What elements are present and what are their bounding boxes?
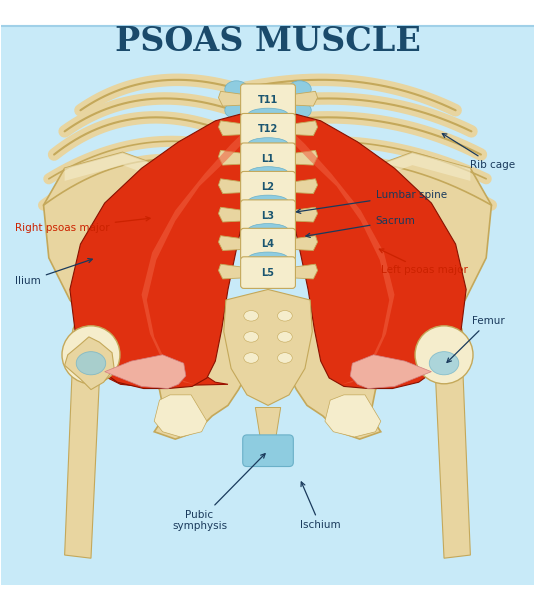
FancyBboxPatch shape <box>241 229 295 260</box>
Ellipse shape <box>225 102 248 119</box>
Text: Sacrum: Sacrum <box>306 216 415 238</box>
Polygon shape <box>350 355 431 389</box>
FancyBboxPatch shape <box>0 26 535 600</box>
Ellipse shape <box>429 352 459 375</box>
Text: Ischium: Ischium <box>300 482 340 530</box>
Ellipse shape <box>408 310 463 364</box>
Ellipse shape <box>278 311 292 321</box>
Ellipse shape <box>278 353 292 363</box>
Text: T12: T12 <box>258 124 278 134</box>
Polygon shape <box>218 121 244 136</box>
Polygon shape <box>288 152 492 439</box>
Ellipse shape <box>244 353 258 363</box>
Ellipse shape <box>225 123 248 140</box>
Ellipse shape <box>288 144 311 161</box>
Polygon shape <box>154 395 207 437</box>
Ellipse shape <box>248 167 288 179</box>
Ellipse shape <box>288 81 311 98</box>
Polygon shape <box>292 151 318 165</box>
Polygon shape <box>142 121 255 385</box>
Polygon shape <box>65 337 114 389</box>
Ellipse shape <box>248 108 288 121</box>
Text: PSOAS MUSCLE: PSOAS MUSCLE <box>115 25 421 58</box>
Text: T11: T11 <box>258 95 278 105</box>
Ellipse shape <box>248 195 288 208</box>
FancyBboxPatch shape <box>243 435 293 467</box>
FancyBboxPatch shape <box>241 172 295 203</box>
Ellipse shape <box>62 326 120 384</box>
FancyBboxPatch shape <box>241 113 295 145</box>
Polygon shape <box>435 374 470 558</box>
Ellipse shape <box>278 332 292 342</box>
Ellipse shape <box>244 332 258 342</box>
Polygon shape <box>105 355 186 389</box>
Polygon shape <box>312 152 470 205</box>
Polygon shape <box>73 116 249 386</box>
Ellipse shape <box>225 81 248 98</box>
Polygon shape <box>292 91 318 106</box>
Polygon shape <box>43 152 247 439</box>
Polygon shape <box>292 236 318 250</box>
Ellipse shape <box>288 102 311 119</box>
Text: L4: L4 <box>262 239 274 249</box>
Text: L1: L1 <box>262 154 274 164</box>
Ellipse shape <box>288 163 311 180</box>
Polygon shape <box>218 179 244 194</box>
FancyBboxPatch shape <box>241 200 295 232</box>
Text: L3: L3 <box>262 211 274 221</box>
Polygon shape <box>224 289 312 406</box>
Polygon shape <box>292 207 318 222</box>
Polygon shape <box>218 236 244 250</box>
Polygon shape <box>292 179 318 194</box>
Ellipse shape <box>415 326 473 384</box>
Ellipse shape <box>248 252 288 265</box>
Polygon shape <box>218 91 244 106</box>
Text: L2: L2 <box>262 182 274 192</box>
Text: Femur: Femur <box>447 316 505 362</box>
Ellipse shape <box>76 352 106 375</box>
FancyBboxPatch shape <box>241 143 295 175</box>
Polygon shape <box>277 112 466 389</box>
Text: Ilium: Ilium <box>15 259 92 286</box>
Polygon shape <box>70 112 259 389</box>
Polygon shape <box>281 121 394 385</box>
Polygon shape <box>292 121 318 136</box>
Polygon shape <box>255 407 281 460</box>
Ellipse shape <box>72 310 127 364</box>
Polygon shape <box>65 152 223 205</box>
Polygon shape <box>218 151 244 165</box>
Polygon shape <box>218 264 244 279</box>
Text: L5: L5 <box>262 268 274 278</box>
Ellipse shape <box>288 123 311 140</box>
Text: Right psoas major: Right psoas major <box>15 217 150 233</box>
Text: Lumbar spine: Lumbar spine <box>296 190 447 214</box>
Ellipse shape <box>248 224 288 236</box>
FancyBboxPatch shape <box>241 257 295 289</box>
Polygon shape <box>218 207 244 222</box>
Polygon shape <box>292 264 318 279</box>
Text: Pubic
symphysis: Pubic symphysis <box>172 454 265 532</box>
FancyBboxPatch shape <box>241 84 295 116</box>
Text: Left psoas major: Left psoas major <box>379 249 468 275</box>
Polygon shape <box>325 395 381 437</box>
Text: Rib cage: Rib cage <box>442 134 516 170</box>
Ellipse shape <box>248 137 288 151</box>
Ellipse shape <box>225 144 248 161</box>
Polygon shape <box>65 374 100 558</box>
Ellipse shape <box>225 163 248 180</box>
Ellipse shape <box>244 311 258 321</box>
